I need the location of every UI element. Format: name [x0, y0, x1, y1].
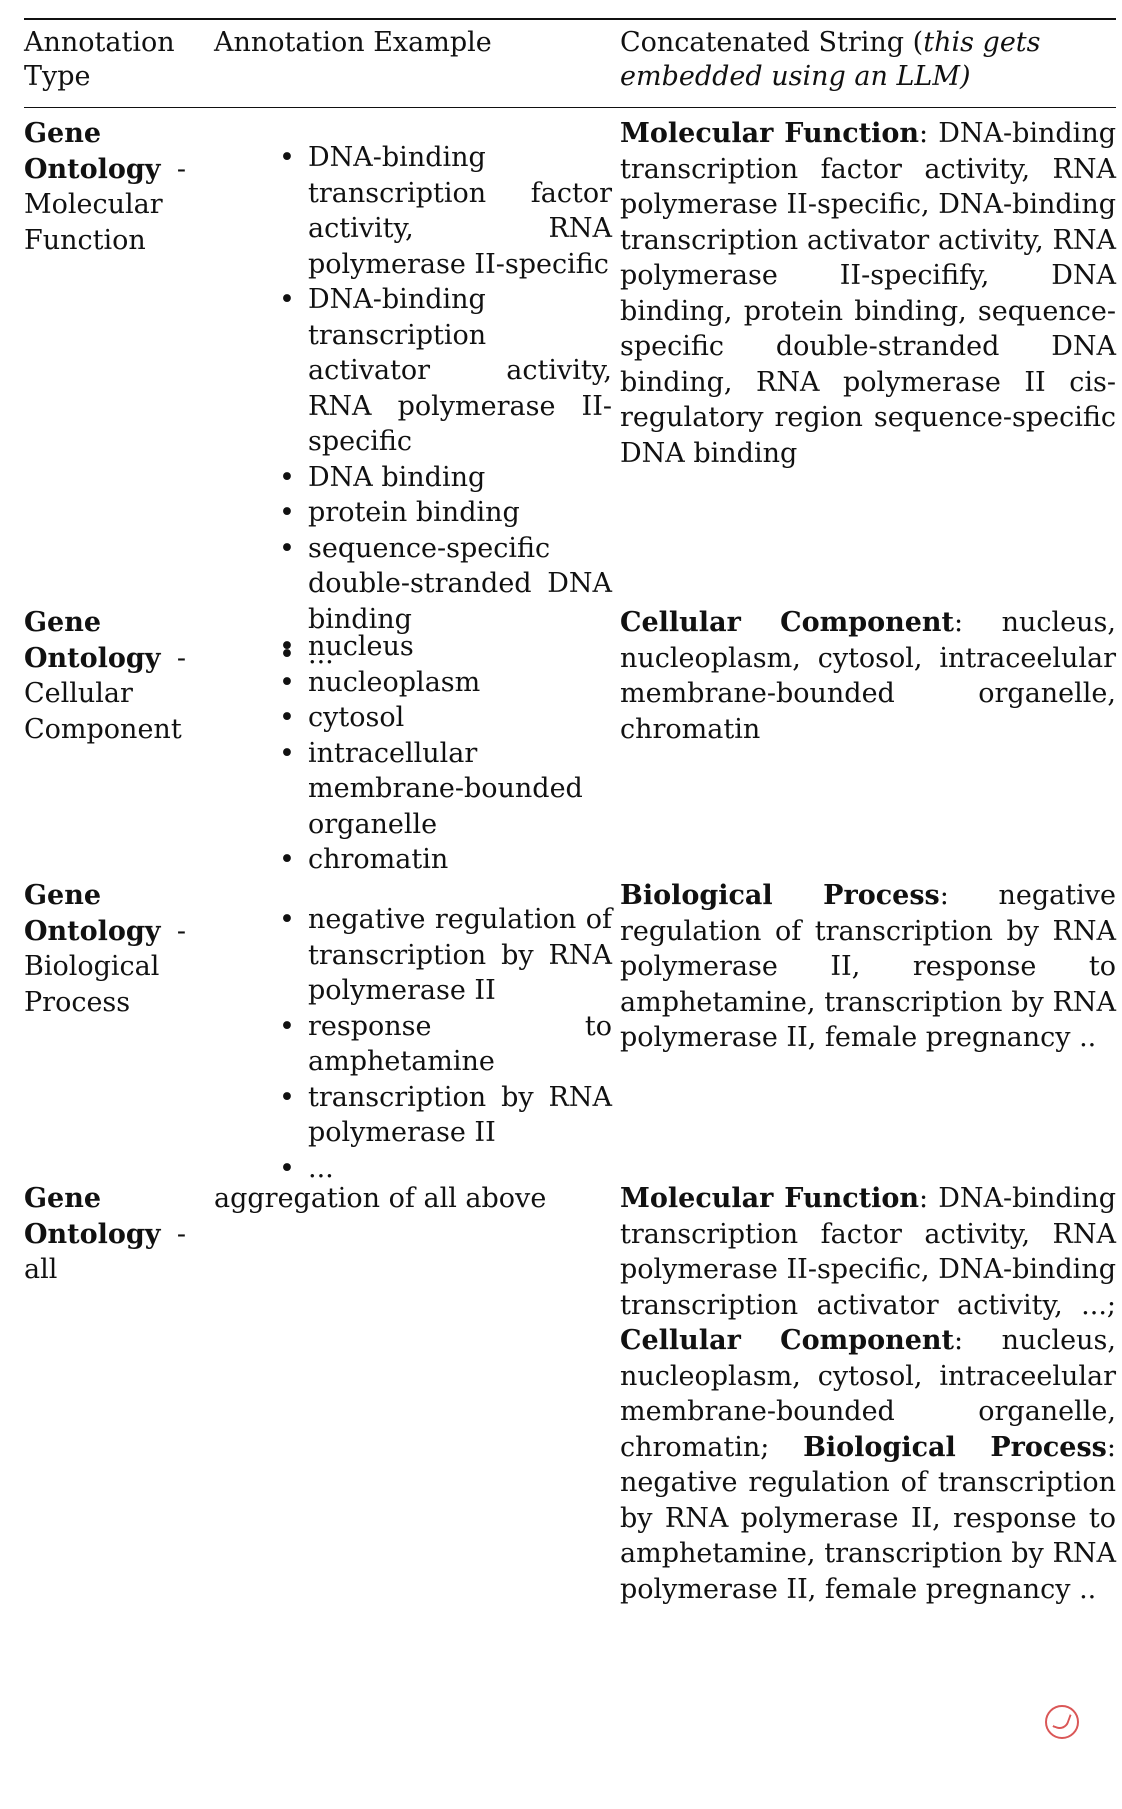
concat-bold: Cellular Component — [620, 1325, 955, 1356]
concat-bold: Molecular Function — [620, 118, 920, 149]
header-concatenated-string: Concatenated String (this gets embedded … — [620, 26, 1116, 94]
type-rest: - Biological Process — [24, 915, 186, 1018]
concat-bold: Biological Process — [620, 880, 940, 911]
list-item: intracellular membrane-bounded organelle — [214, 736, 612, 843]
concat-text: : negative regulation of transcription b… — [620, 880, 1116, 1053]
list-item: cytosol — [214, 700, 612, 736]
table-row-1-type: Gene Ontology - Cellular Component — [24, 605, 186, 747]
header-annotation-example: Annotation Example — [214, 27, 492, 58]
concat-text: : nucleus, nucleoplasm, cytosol, intrace… — [620, 607, 1116, 745]
concat-bold: Molecular Function — [620, 1183, 920, 1214]
table-top-rule — [24, 18, 1116, 20]
watermark-seal-icon — [1045, 1705, 1079, 1739]
type-rest: - all — [24, 1218, 186, 1286]
header-concat-italic: this gets embedded using an LLM) — [620, 27, 1041, 92]
list-item: sequence-specific double-stranded DNA bi… — [214, 531, 612, 638]
table-row-2-type: Gene Ontology - Biological Process — [24, 878, 186, 1020]
type-bold: Gene Ontology — [24, 118, 161, 185]
table-row-0-concat: Molecular Function: DNA-binding transcri… — [620, 116, 1116, 471]
list-item: nucleus — [214, 629, 612, 665]
concat-text: : negative regulation of transcription b… — [620, 1431, 1116, 1605]
table-row-3-type: Gene Ontology - all — [24, 1181, 186, 1288]
table-row-0-examples: DNA-binding transcription factor activit… — [214, 140, 612, 673]
list-item: chromatin — [214, 842, 612, 878]
table-row-1-concat: Cellular Component: nucleus, nucleoplasm… — [620, 605, 1116, 747]
list-item: ... — [214, 1151, 612, 1187]
list-item: protein binding — [214, 495, 612, 531]
list-item: transcription by RNA polymerase II — [214, 1080, 612, 1151]
list-item: DNA binding — [214, 460, 612, 496]
type-bold: Gene Ontology — [24, 1183, 161, 1250]
header-concat-prefix: Concatenated String ( — [620, 27, 924, 58]
type-bold: Gene Ontology — [24, 607, 161, 674]
concat-text: : DNA-binding transcription factor activ… — [620, 118, 1116, 469]
table-row-0-type: Gene Ontology - Molecular Function — [24, 116, 186, 258]
table-row-1-examples: nucleus nucleoplasm cytosol intracellula… — [214, 629, 612, 878]
concat-bold: Cellular Component — [620, 607, 955, 638]
list-item: DNA-binding transcription factor activit… — [214, 140, 612, 282]
table-header-rule — [24, 107, 1116, 108]
type-rest: - Cellular Component — [24, 642, 186, 745]
type-bold: Gene Ontology — [24, 880, 161, 947]
table-row-3-example: aggregation of all above — [214, 1183, 547, 1214]
header-annotation-type: Annotation Type — [24, 27, 175, 92]
type-rest: - Molecular Function — [24, 153, 186, 256]
list-item: nucleoplasm — [214, 665, 612, 701]
table-row-2-examples: negative regulation of transcription by … — [214, 902, 612, 1186]
concat-bold: Biological Process — [803, 1431, 1107, 1463]
list-item: DNA-binding transcription activator acti… — [214, 282, 612, 460]
list-item: negative regulation of transcription by … — [214, 902, 612, 1009]
list-item: response to amphetamine — [214, 1009, 612, 1080]
concat-text: : nucleus, nucleoplasm, cytosol, intrace… — [620, 1325, 1116, 1463]
table-row-3-concat: Molecular Function: DNA-binding transcri… — [620, 1181, 1116, 1607]
table-row-2-concat: Biological Process: negative regulation … — [620, 878, 1116, 1056]
concat-text: : DNA-binding transcription factor activ… — [620, 1183, 1116, 1321]
